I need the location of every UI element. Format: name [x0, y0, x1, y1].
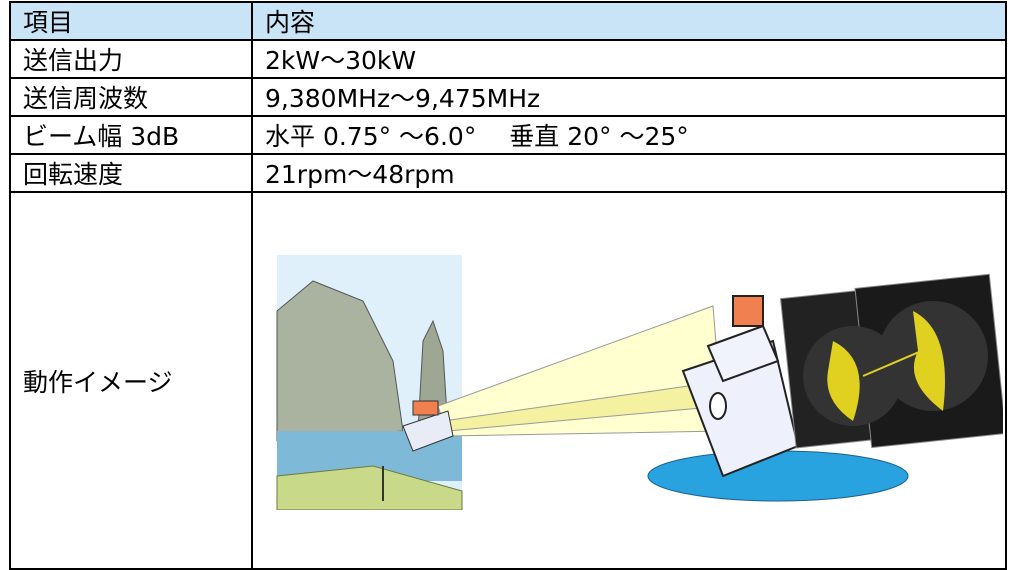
- small-ship: [402, 400, 454, 452]
- item-cell: 送信出力: [9, 39, 253, 79]
- row: 回転速度 21rpm～48rpm: [9, 153, 1007, 193]
- row: 送信出力 2kW～30kW: [9, 39, 1007, 79]
- row: 動作イメージ: [9, 191, 1007, 570]
- illustration-cell: [251, 191, 1007, 570]
- content-cell: 2kW～30kW: [251, 39, 1007, 79]
- item-cell: 動作イメージ: [9, 191, 253, 570]
- row: 送信周波数 9,380MHz～9,475MHz: [9, 77, 1007, 117]
- water: [647, 450, 909, 502]
- header-cell: 内容: [251, 1, 1007, 41]
- item-cell: 回転速度: [9, 153, 253, 193]
- item-cell: ビーム幅 3dB: [9, 115, 253, 155]
- page: {"table": {"header": ["項目", "内容"], "rows…: [9, 1, 1007, 570]
- content-cell: 9,380MHz～9,475MHz: [251, 77, 1007, 117]
- content-cell: 21rpm～48rpm: [251, 153, 1007, 193]
- row: ビーム幅 3dB 水平 0.75° ～6.0° 垂直 20° ～25°: [9, 115, 1007, 155]
- radar-screens: [779, 273, 1003, 449]
- spec-table: 項目 内容 送信出力 2kW～30kW 送信周波数 9,380MHz～9,475…: [9, 1, 1007, 570]
- header-row: 項目 内容: [9, 1, 1007, 41]
- content-cell: 水平 0.75° ～6.0° 垂直 20° ～25°: [251, 115, 1007, 155]
- illustration: [276, 255, 1003, 510]
- item-cell: 送信周波数: [9, 77, 253, 117]
- header-cell: 項目: [9, 1, 253, 41]
